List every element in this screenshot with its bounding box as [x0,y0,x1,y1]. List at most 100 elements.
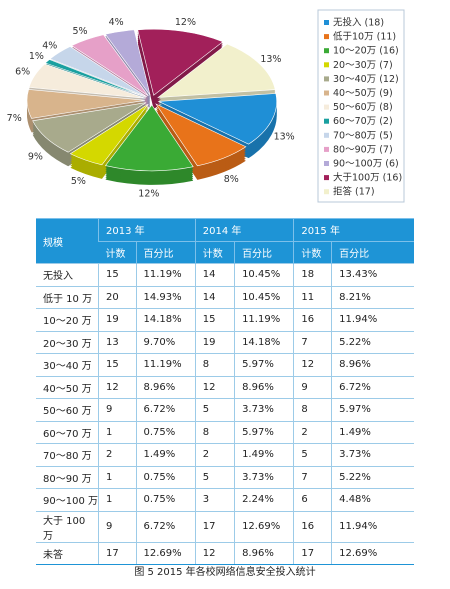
pie-chart: 13%8%12%5%9%7%6%1%4%5%4% 12%13%无投入 (18)低于… [7,9,405,203]
legend-label: 无投入 (18) [333,17,384,29]
table-cell: 8.96% [234,541,294,565]
slice-label: 4% [109,17,124,28]
table-cell: 30～40 万 [36,353,99,376]
table-row: 80～90 万 1 0.75% 5 3.73% 7 5.22% [36,465,414,489]
table-cell: 19 [194,330,235,354]
table-cell: 9 [98,398,136,421]
table-cell: 12.69% [135,541,196,565]
table-row: 60～70 万 1 0.75% 8 5.97% 2 1.49% [36,420,414,444]
table-cell: 40～50 万 [36,375,99,399]
table-cell: 11.94% [331,510,414,542]
table-cell: 8 [194,353,235,376]
table-cell: 14 [194,285,235,309]
table-cell: 11.19% [135,263,196,286]
legend-marker [324,118,329,124]
table-cell: 8.96% [331,353,414,376]
legend-label: 拒答 (17) [333,186,375,198]
table-cell: 6.72% [135,398,196,421]
legend-label: 70～80万 (5) [333,130,393,141]
legend-marker [324,146,329,152]
table-cell: 6.72% [135,510,196,542]
legend-marker [324,48,329,54]
legend-marker [324,34,329,40]
slice [104,29,151,96]
table-cell: 14.93% [135,285,196,309]
table-cell: 2 [293,420,332,444]
slice-label: 13% [260,54,281,65]
table-cell: 80～90 万 [36,465,99,489]
header-cell: 百分比 [234,240,294,264]
slice [28,63,146,99]
table-cell: 20～30 万 [36,330,99,354]
table-cell: 3.73% [331,443,414,466]
table-cell: 3.73% [234,465,294,489]
legend-box [317,9,405,203]
table-cell: 9.70% [135,330,196,354]
table-cell: 50～60 万 [36,398,99,421]
table-row: 90～100 万 1 0.75% 3 2.24% 6 4.48% [36,488,414,511]
table-cell: 11.19% [135,353,196,376]
table-cell: 12 [194,375,235,399]
table-row: 未答 17 12.69% 12 8.96% 17 12.69% [36,541,414,565]
table-cell: 13.43% [331,263,414,286]
legend-marker [324,76,329,82]
table-cell: 8.96% [234,375,294,399]
table-row: 70～80 万 2 1.49% 2 1.49% 5 3.73% [36,443,414,466]
table-cell: 1 [98,420,136,444]
table-cell: 5 [194,465,235,489]
table-cell: 15 [98,263,136,286]
legend-label: 大于100万 (16) [333,172,402,184]
slice [157,93,277,145]
table-cell: 12 [194,541,235,565]
slice [155,103,247,167]
table-cell: 3 [194,488,235,511]
legend-label: 80～90万 (7) [333,144,393,155]
table-cell: 0.75% [135,488,196,511]
legend-label: 10～20万 (16) [333,46,399,57]
slice [32,102,147,153]
table-cell: 5 [194,398,235,421]
slice-label: 5% [71,176,86,187]
table-cell: 18 [293,263,332,286]
table-cell: 1.49% [331,420,414,444]
table-row: 50～60 万 9 6.72% 5 3.73% 8 5.97% [36,398,414,421]
table-cell: 8 [293,398,332,421]
table-row: 30～40 万 15 11.19% 8 5.97% 12 8.96% [36,353,414,376]
legend-label: 20～30万 (7) [333,60,393,71]
table-cell: 5 [293,443,332,466]
table-cell: 17 [293,541,332,565]
header-cell: 计数 [293,240,332,264]
table-cell: 16 [293,308,332,331]
table-cell: 低于 10 万 [36,285,99,309]
legend-label: 低于10万 (11) [333,31,396,43]
header-cell: 百分比 [135,240,196,264]
legend-label: 90～100万 (6) [333,159,399,170]
table-cell: 2 [98,443,136,466]
slice [157,43,276,98]
table-cell: 14 [194,263,235,286]
header-cell: 2015 年 [293,218,414,241]
table-cell: 10.45% [234,263,294,286]
table-row: 无投入 15 11.19% 14 10.45% 18 13.43% [36,263,414,286]
table-cell: 3.73% [234,398,294,421]
table-cell: 0.75% [135,420,196,444]
caption: 图 5 2015 年各校网络信息安全投入统计 [134,567,316,578]
table-cell: 14.18% [135,308,196,331]
header-cell: 百分比 [331,240,414,264]
table-cell: 5.22% [331,330,414,354]
slice [26,89,146,119]
slice-label: 4% [42,41,57,52]
legend-marker [324,175,329,181]
table-cell: 11.94% [331,308,414,331]
table-row: 40～50 万 12 8.96% 12 8.96% 9 6.72% [36,375,414,399]
table-cell: 90～100 万 [36,488,99,511]
table-cell: 20 [98,285,136,309]
header-cell: 计数 [98,240,136,264]
legend-marker [324,104,329,110]
slice [44,59,147,98]
legend-marker [324,90,329,96]
table-cell: 8 [194,420,235,444]
slice-label: 1% [29,51,44,62]
legend-marker [324,62,329,68]
slice-label: 7% [7,113,22,124]
